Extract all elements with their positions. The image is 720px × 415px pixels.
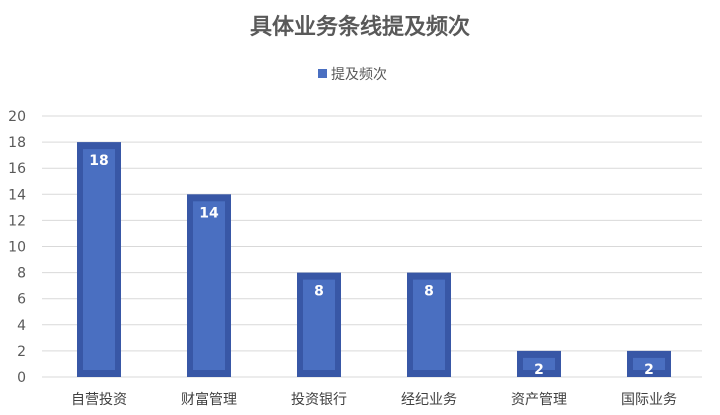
legend: 提及频次 bbox=[318, 67, 387, 83]
legend-swatch bbox=[318, 69, 327, 78]
y-tick-label: 10 bbox=[8, 240, 26, 256]
x-category-label: 资产管理 bbox=[511, 392, 567, 408]
y-tick-label: 6 bbox=[17, 292, 26, 308]
y-tick-label: 4 bbox=[17, 318, 26, 334]
data-label: 18 bbox=[89, 153, 108, 169]
bar-inner bbox=[303, 279, 335, 370]
x-category-label: 自营投资 bbox=[71, 392, 127, 408]
data-label: 14 bbox=[199, 205, 219, 221]
x-category-label: 国际业务 bbox=[621, 392, 677, 408]
x-category-label: 投资银行 bbox=[291, 392, 347, 408]
bar-inner bbox=[413, 279, 445, 370]
y-tick-label: 14 bbox=[8, 187, 26, 203]
x-category-label: 经纪业务 bbox=[401, 392, 457, 408]
chart-title: 具体业务条线提及频次 bbox=[250, 14, 470, 40]
y-tick-label: 8 bbox=[17, 266, 26, 282]
bar-inner bbox=[83, 149, 115, 370]
y-tick-label: 12 bbox=[8, 213, 26, 229]
x-category-label: 财富管理 bbox=[181, 391, 237, 408]
data-label: 8 bbox=[314, 284, 324, 300]
legend-label: 提及频次 bbox=[331, 67, 387, 83]
y-tick-label: 2 bbox=[17, 344, 26, 360]
bar-inner bbox=[633, 357, 665, 370]
data-label: 2 bbox=[644, 362, 654, 378]
y-tick-label: 20 bbox=[8, 109, 26, 125]
y-tick-label: 16 bbox=[8, 161, 26, 177]
data-label: 8 bbox=[424, 284, 434, 300]
y-tick-label: 0 bbox=[17, 370, 26, 386]
data-label: 2 bbox=[534, 362, 544, 378]
bar-inner bbox=[193, 201, 225, 370]
y-tick-label: 18 bbox=[8, 135, 26, 151]
bar-inner bbox=[523, 357, 555, 370]
